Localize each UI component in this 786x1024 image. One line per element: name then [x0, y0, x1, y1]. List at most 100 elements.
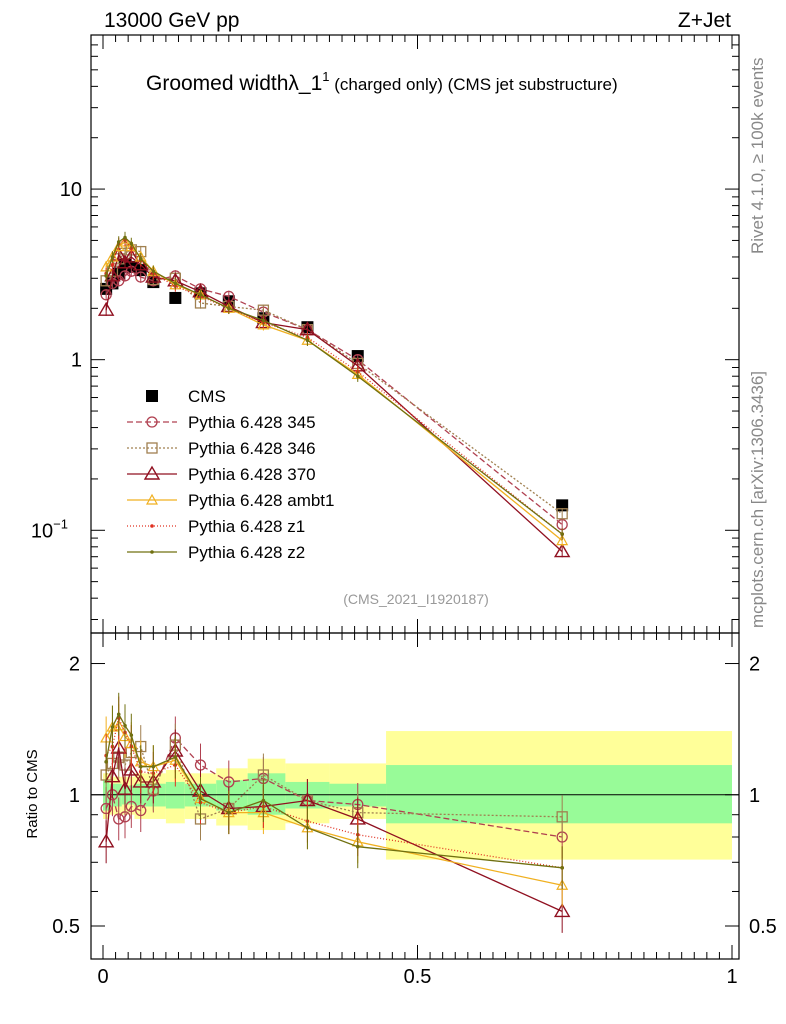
ratio-pythia-6-428-370-point — [123, 761, 140, 776]
ratio-pythia-6-428-z2-point — [104, 760, 108, 764]
legend-pythia-6-428-z1-label: Pythia 6.428 z1 — [188, 517, 305, 536]
pythia-6-428-z2-point — [227, 306, 231, 311]
main-y-tick-label: 10 — [60, 179, 82, 201]
plot-title: Groomed widthλ_11 (charged only) (CMS je… — [146, 69, 618, 95]
pythia-6-428-370-point — [553, 543, 571, 558]
ratio-pythia-6-428-z2-point — [227, 810, 231, 815]
ratio-pythia-6-428-z2-point — [116, 712, 121, 717]
ratio-y-tick-label-right: 1 — [749, 785, 760, 807]
pythia-6-428-z2-point — [151, 269, 156, 274]
ratio-plot: 2 2 1 1 0.5 0.5 0 0.5 1 Ratio to CMS — [24, 632, 777, 988]
ratio-pythia-6-428-345-point — [223, 776, 235, 788]
ratio-y-label: Ratio to CMS — [24, 749, 41, 838]
plot-title-sup: 1 — [322, 69, 329, 84]
legend-pythia-6-428-ambt1-marker — [145, 493, 159, 505]
ratio-pythia-6-428-z2-point — [129, 733, 134, 737]
header-left: 13000 GeV pp — [104, 9, 239, 32]
ratio-band-inner — [386, 765, 732, 824]
ratio-pythia-6-428-z2-point — [151, 764, 156, 769]
ratio-pythia-6-428-z2-point — [305, 825, 310, 830]
pythia-6-428-z2-point — [138, 257, 143, 261]
pythia-6-428-z2-point — [355, 374, 360, 379]
pythia-6-428-370-point — [123, 248, 140, 263]
pythia-6-428-z2-point — [123, 235, 127, 240]
legend-pythia-6-428-370-label: Pythia 6.428 370 — [188, 465, 316, 484]
ratio-pythia-6-428-z2-point — [355, 844, 360, 849]
analysis-id: (CMS_2021_I1920187) — [343, 591, 489, 607]
ratio-y-tick-label: 0.5 — [52, 916, 80, 938]
ratio-pythia-6-428-345-point — [125, 800, 137, 813]
pythia-6-428-345-line — [105, 270, 563, 526]
ratio-pythia-6-428-z2-point — [123, 723, 127, 728]
legend-cms-marker — [146, 390, 158, 402]
pythia-6-428-345-point — [135, 271, 147, 283]
ratio-pythia-6-428-z2-point — [110, 725, 115, 729]
ratio-plot-frame — [90, 632, 740, 960]
pythia-6-428-370-point — [97, 301, 115, 316]
pythia-6-428-345-point — [100, 289, 112, 301]
ratio-pythia-6-428-346-point — [556, 811, 568, 823]
ratio-pythia-6-428-z2-point — [560, 865, 564, 870]
main-y-tick-label: 1 — [71, 350, 82, 372]
ratio-pythia-6-428-370-line — [105, 747, 563, 912]
pythia-6-428-z2-point — [560, 532, 564, 536]
cms-point — [169, 291, 182, 304]
pythia-6-428-370-line — [105, 253, 563, 553]
ratio-y-tick-label: 2 — [69, 654, 80, 676]
pythia-6-428-370-point — [104, 267, 121, 282]
pythia-6-428-z2-point — [116, 240, 121, 244]
ratio-pythia-6-428-345-point — [135, 804, 147, 817]
ratio-pythia-6-428-345-point — [119, 811, 131, 823]
legend-cms-label: CMS — [188, 387, 226, 406]
pythia-6-428-ambt1-point — [257, 318, 270, 330]
ratio-y-tick-label-right: 0.5 — [749, 916, 777, 938]
plot-title-sub: (charged only) (CMS jet substructure) — [330, 75, 618, 94]
ratio-pythia-6-428-z2-point — [198, 796, 203, 801]
header-right: Z+Jet — [678, 9, 731, 32]
legend: CMS Pythia 6.428 345 Pythia 6.428 346 Pythi… — [127, 387, 334, 562]
legend-pythia-6-428-z1-marker — [150, 524, 154, 528]
pythia-6-428-ambt1-point — [556, 534, 569, 546]
ratio-pythia-6-428-370-point — [553, 903, 571, 918]
x-tick-label: 0 — [97, 966, 108, 988]
legend-pythia-6-428-ambt1-label: Pythia 6.428 ambt1 — [188, 491, 334, 510]
pythia-6-428-z2-point — [110, 255, 115, 259]
ratio-pythia-6-428-346-line — [105, 743, 563, 820]
ratio-pythia-6-428-370-point — [104, 768, 121, 783]
ratio-pythia-6-428-345-point — [113, 813, 125, 825]
ratio-pythia-6-428-z2-point — [261, 798, 266, 803]
ratio-pythia-6-428-345-point — [100, 802, 112, 815]
ratio-y-tick-label-right: 2 — [749, 654, 760, 676]
pythia-6-428-346-point — [556, 508, 568, 520]
legend-pythia-6-428-346-marker — [146, 442, 158, 454]
pythia-6-428-z1-point — [110, 262, 115, 267]
legend-pythia-6-428-z2-marker — [150, 550, 154, 554]
pythia-6-428-z2-point — [261, 318, 266, 323]
ratio-pythia-6-428-370-point — [97, 833, 115, 848]
ratio-pythia-6-428-ambt1-line — [105, 724, 563, 886]
rivet-label: Rivet 4.1.0, ≥ 100k events — [748, 58, 767, 254]
pythia-6-428-z2-point — [129, 241, 134, 246]
ratio-pythia-6-428-z2-line — [105, 712, 563, 869]
pythia-6-428-z2-point — [104, 274, 108, 278]
mcplots-label: mcplots.cern.ch [arXiv:1306.3436] — [748, 371, 767, 628]
legend-pythia-6-428-370-marker — [143, 465, 161, 480]
pythia-6-428-z2-point — [198, 293, 203, 297]
ratio-pythia-6-428-z2-point — [173, 755, 178, 759]
legend-pythia-6-428-346-label: Pythia 6.428 346 — [188, 439, 316, 458]
pythia-6-428-z2-point — [305, 338, 310, 343]
pythia-6-428-370-point — [132, 256, 149, 271]
x-tick-label: 1 — [726, 966, 737, 988]
main-y-tick-label: 10−1 — [31, 516, 68, 542]
pythia-6-428-z1-line — [105, 239, 563, 535]
ratio-pythia-6-428-z2-point — [138, 764, 143, 769]
x-tick-label: 0.5 — [404, 966, 432, 988]
legend-pythia-6-428-345-label: Pythia 6.428 345 — [188, 413, 316, 432]
ratio-y-tick-label: 1 — [69, 785, 80, 807]
ratio-pythia-6-428-370-point — [110, 739, 127, 754]
ratio-pythia-6-428-ambt1-point — [556, 879, 569, 890]
plot-title-main: Groomed widthλ_1 — [146, 72, 322, 95]
legend-pythia-6-428-345-marker — [146, 416, 158, 428]
